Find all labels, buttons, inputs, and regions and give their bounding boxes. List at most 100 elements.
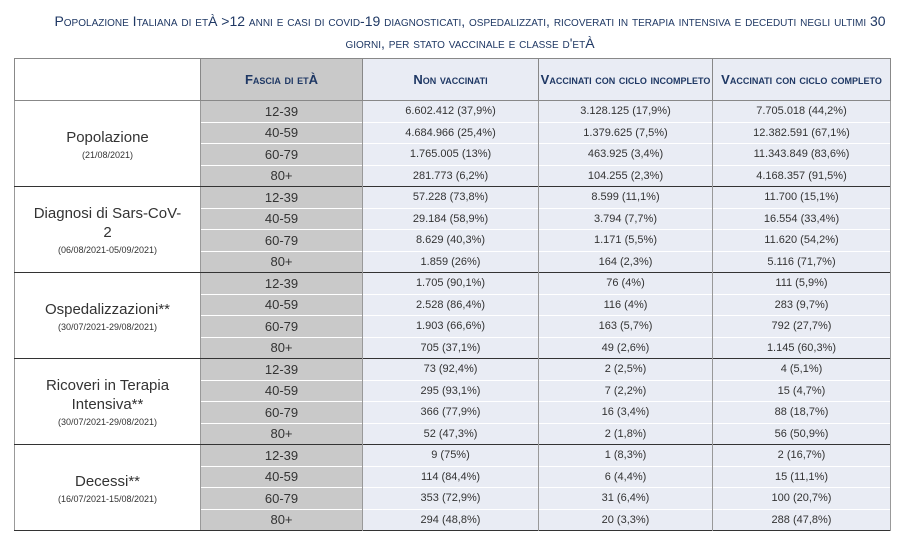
value-cell: 16 (3,4%) xyxy=(538,401,713,423)
age-cell: 40-59 xyxy=(200,465,363,488)
value-cell: 1.705 (90,1%) xyxy=(362,272,539,294)
value-cell: 104.255 (2,3%) xyxy=(538,164,713,187)
table-row: 80+ 52 (47,3%) 2 (1,8%) 56 (50,9%) xyxy=(15,422,891,445)
value-cell: 2 (16,7%) xyxy=(712,444,891,466)
age-cell: 40-59 xyxy=(200,379,363,402)
value-cell: 49 (2,6%) xyxy=(538,336,713,359)
value-cell: 705 (37,1%) xyxy=(362,336,539,359)
value-cell: 52 (47,3%) xyxy=(362,422,539,445)
value-cell: 8.599 (11,1%) xyxy=(538,186,713,208)
value-cell: 1.379.625 (7,5%) xyxy=(538,121,713,144)
value-cell: 16.554 (33,4%) xyxy=(712,207,891,230)
value-cell: 295 (93,1%) xyxy=(362,379,539,402)
age-cell: 80+ xyxy=(200,164,363,187)
value-cell: 463.925 (3,4%) xyxy=(538,143,713,165)
value-cell: 8.629 (40,3%) xyxy=(362,229,539,251)
group-label: Ospedalizzazioni** xyxy=(44,300,171,318)
table-row: 80+ 705 (37,1%) 49 (2,6%) 1.145 (60,3%) xyxy=(15,336,891,359)
value-cell: 283 (9,7%) xyxy=(712,293,891,316)
column-header: Non vaccinati xyxy=(362,58,539,101)
table-row: Ricoveri in Terapia Intensiva** (30/07/20… xyxy=(14,358,891,445)
group-cell: Ricoveri in Terapia Intensiva** (30/07/20… xyxy=(14,358,201,445)
header-cell xyxy=(14,58,201,101)
group-label: Popolazione xyxy=(66,128,149,146)
value-cell: 11.343.849 (83,6%) xyxy=(712,143,891,165)
group-cell: Decessi** (16/07/2021-15/08/2021) xyxy=(14,444,201,531)
value-cell: 1.145 (60,3%) xyxy=(712,336,891,359)
value-cell: 792 (27,7%) xyxy=(712,315,891,337)
table-row: 40-59 29.184 (58,9%) 3.794 (7,7%) 16.554 (3… xyxy=(15,207,891,230)
table: Fascia di etÀ Non vaccinati Vaccinati con … xyxy=(14,58,891,531)
value-cell: 4 (5,1%) xyxy=(712,358,891,380)
group-date: (30/07/2021-29/08/2021) xyxy=(57,417,158,427)
age-cell: 12-39 xyxy=(200,272,363,294)
value-cell: 4.168.357 (91,5%) xyxy=(712,164,891,187)
value-cell: 56 (50,9%) xyxy=(712,422,891,445)
table-row: 80+ 294 (48,8%) 20 (3,3%) 288 (47,8%) xyxy=(15,508,891,531)
column-header: Vaccinati con ciclo completo xyxy=(712,58,891,101)
table-row: 60-79 366 (77,9%) 16 (3,4%) 88 (18,7%) xyxy=(15,401,891,423)
header-row: Fascia di etÀ Non vaccinati Vaccinati con … xyxy=(14,58,891,101)
value-cell: 29.184 (58,9%) xyxy=(362,207,539,230)
group-cell: Popolazione (21/08/2021) xyxy=(14,100,201,187)
group-cell: Diagnosi di Sars-CoV-2 (06/08/2021-05/09/… xyxy=(14,186,201,273)
value-cell: 15 (11,1%) xyxy=(712,465,891,488)
age-cell: 60-79 xyxy=(200,487,363,509)
value-cell: 2 (1,8%) xyxy=(538,422,713,445)
table-row: 60-79 1.903 (66,6%) 163 (5,7%) 792 (27,7%) xyxy=(15,315,891,337)
age-cell: 80+ xyxy=(200,250,363,273)
value-cell: 7.705.018 (44,2%) xyxy=(712,100,891,122)
value-cell: 11.700 (15,1%) xyxy=(712,186,891,208)
value-cell: 163 (5,7%) xyxy=(538,315,713,337)
value-cell: 9 (75%) xyxy=(362,444,539,466)
value-cell: 3.794 (7,7%) xyxy=(538,207,713,230)
value-cell: 31 (6,4%) xyxy=(538,487,713,509)
value-cell: 111 (5,9%) xyxy=(712,272,891,294)
value-cell: 1.765.005 (13%) xyxy=(362,143,539,165)
table-row: Diagnosi di Sars-CoV-2 (06/08/2021-05/09/… xyxy=(14,186,891,273)
table-row: 60-79 8.629 (40,3%) 1.171 (5,5%) 11.620 (54… xyxy=(15,229,891,251)
value-cell: 6 (4,4%) xyxy=(538,465,713,488)
value-cell: 1 (8,3%) xyxy=(538,444,713,466)
value-cell: 20 (3,3%) xyxy=(538,508,713,531)
value-cell: 114 (84,4%) xyxy=(362,465,539,488)
group-date: (16/07/2021-15/08/2021) xyxy=(57,493,158,504)
table-row: 60-79 1.765.005 (13%) 463.925 (3,4%) 11.343… xyxy=(15,143,891,165)
value-cell: 100 (20,7%) xyxy=(712,487,891,509)
table-row: 80+ 1.859 (26%) 164 (2,3%) 5.116 (71,7%) xyxy=(15,250,891,273)
value-cell: 4.684.966 (25,4%) xyxy=(362,121,539,144)
title: Popolazione Italiana di etÀ >12 anni e c… xyxy=(54,13,886,51)
value-cell: 164 (2,3%) xyxy=(538,250,713,273)
value-cell: 5.116 (71,7%) xyxy=(712,250,891,273)
group-label: Decessi** xyxy=(74,472,141,490)
group-date: (21/08/2021) xyxy=(81,149,134,160)
age-cell: 12-39 xyxy=(200,444,363,466)
value-cell: 3.128.125 (17,9%) xyxy=(538,100,713,122)
value-cell: 11.620 (54,2%) xyxy=(712,229,891,251)
age-cell: 12-39 xyxy=(200,358,363,380)
table-row: 60-79 353 (72,9%) 31 (6,4%) 100 (20,7%) xyxy=(15,487,891,509)
age-cell: 60-79 xyxy=(200,229,363,251)
table-row: 40-59 114 (84,4%) 6 (4,4%) 15 (11,1%) xyxy=(15,465,891,488)
group-label: Ricoveri in Terapia Intensiva** xyxy=(45,377,170,413)
value-cell: 76 (4%) xyxy=(538,272,713,294)
value-cell: 366 (77,9%) xyxy=(362,401,539,423)
age-cell: 12-39 xyxy=(200,100,363,122)
value-cell: 353 (72,9%) xyxy=(362,487,539,509)
value-cell: 15 (4,7%) xyxy=(712,379,891,402)
value-cell: 12.382.591 (67,1%) xyxy=(712,121,891,144)
value-cell: 6.602.412 (37,9%) xyxy=(362,100,539,122)
age-cell: 40-59 xyxy=(200,121,363,144)
age-cell: 80+ xyxy=(200,422,363,445)
age-cell: 60-79 xyxy=(200,315,363,337)
group-date: (30/07/2021-29/08/2021) xyxy=(57,321,158,332)
table-row: Ospedalizzazioni** (30/07/2021-29/08/2021… xyxy=(14,272,891,359)
value-cell: 116 (4%) xyxy=(538,293,713,316)
value-cell: 88 (18,7%) xyxy=(712,401,891,423)
table-row: Decessi** (16/07/2021-15/08/2021) 12-39 9 (… xyxy=(14,444,891,531)
value-cell: 294 (48,8%) xyxy=(362,508,539,531)
group-cell: Ospedalizzazioni** (30/07/2021-29/08/2021… xyxy=(14,272,201,359)
age-cell: 60-79 xyxy=(200,143,363,165)
value-cell: 288 (47,8%) xyxy=(712,508,891,531)
